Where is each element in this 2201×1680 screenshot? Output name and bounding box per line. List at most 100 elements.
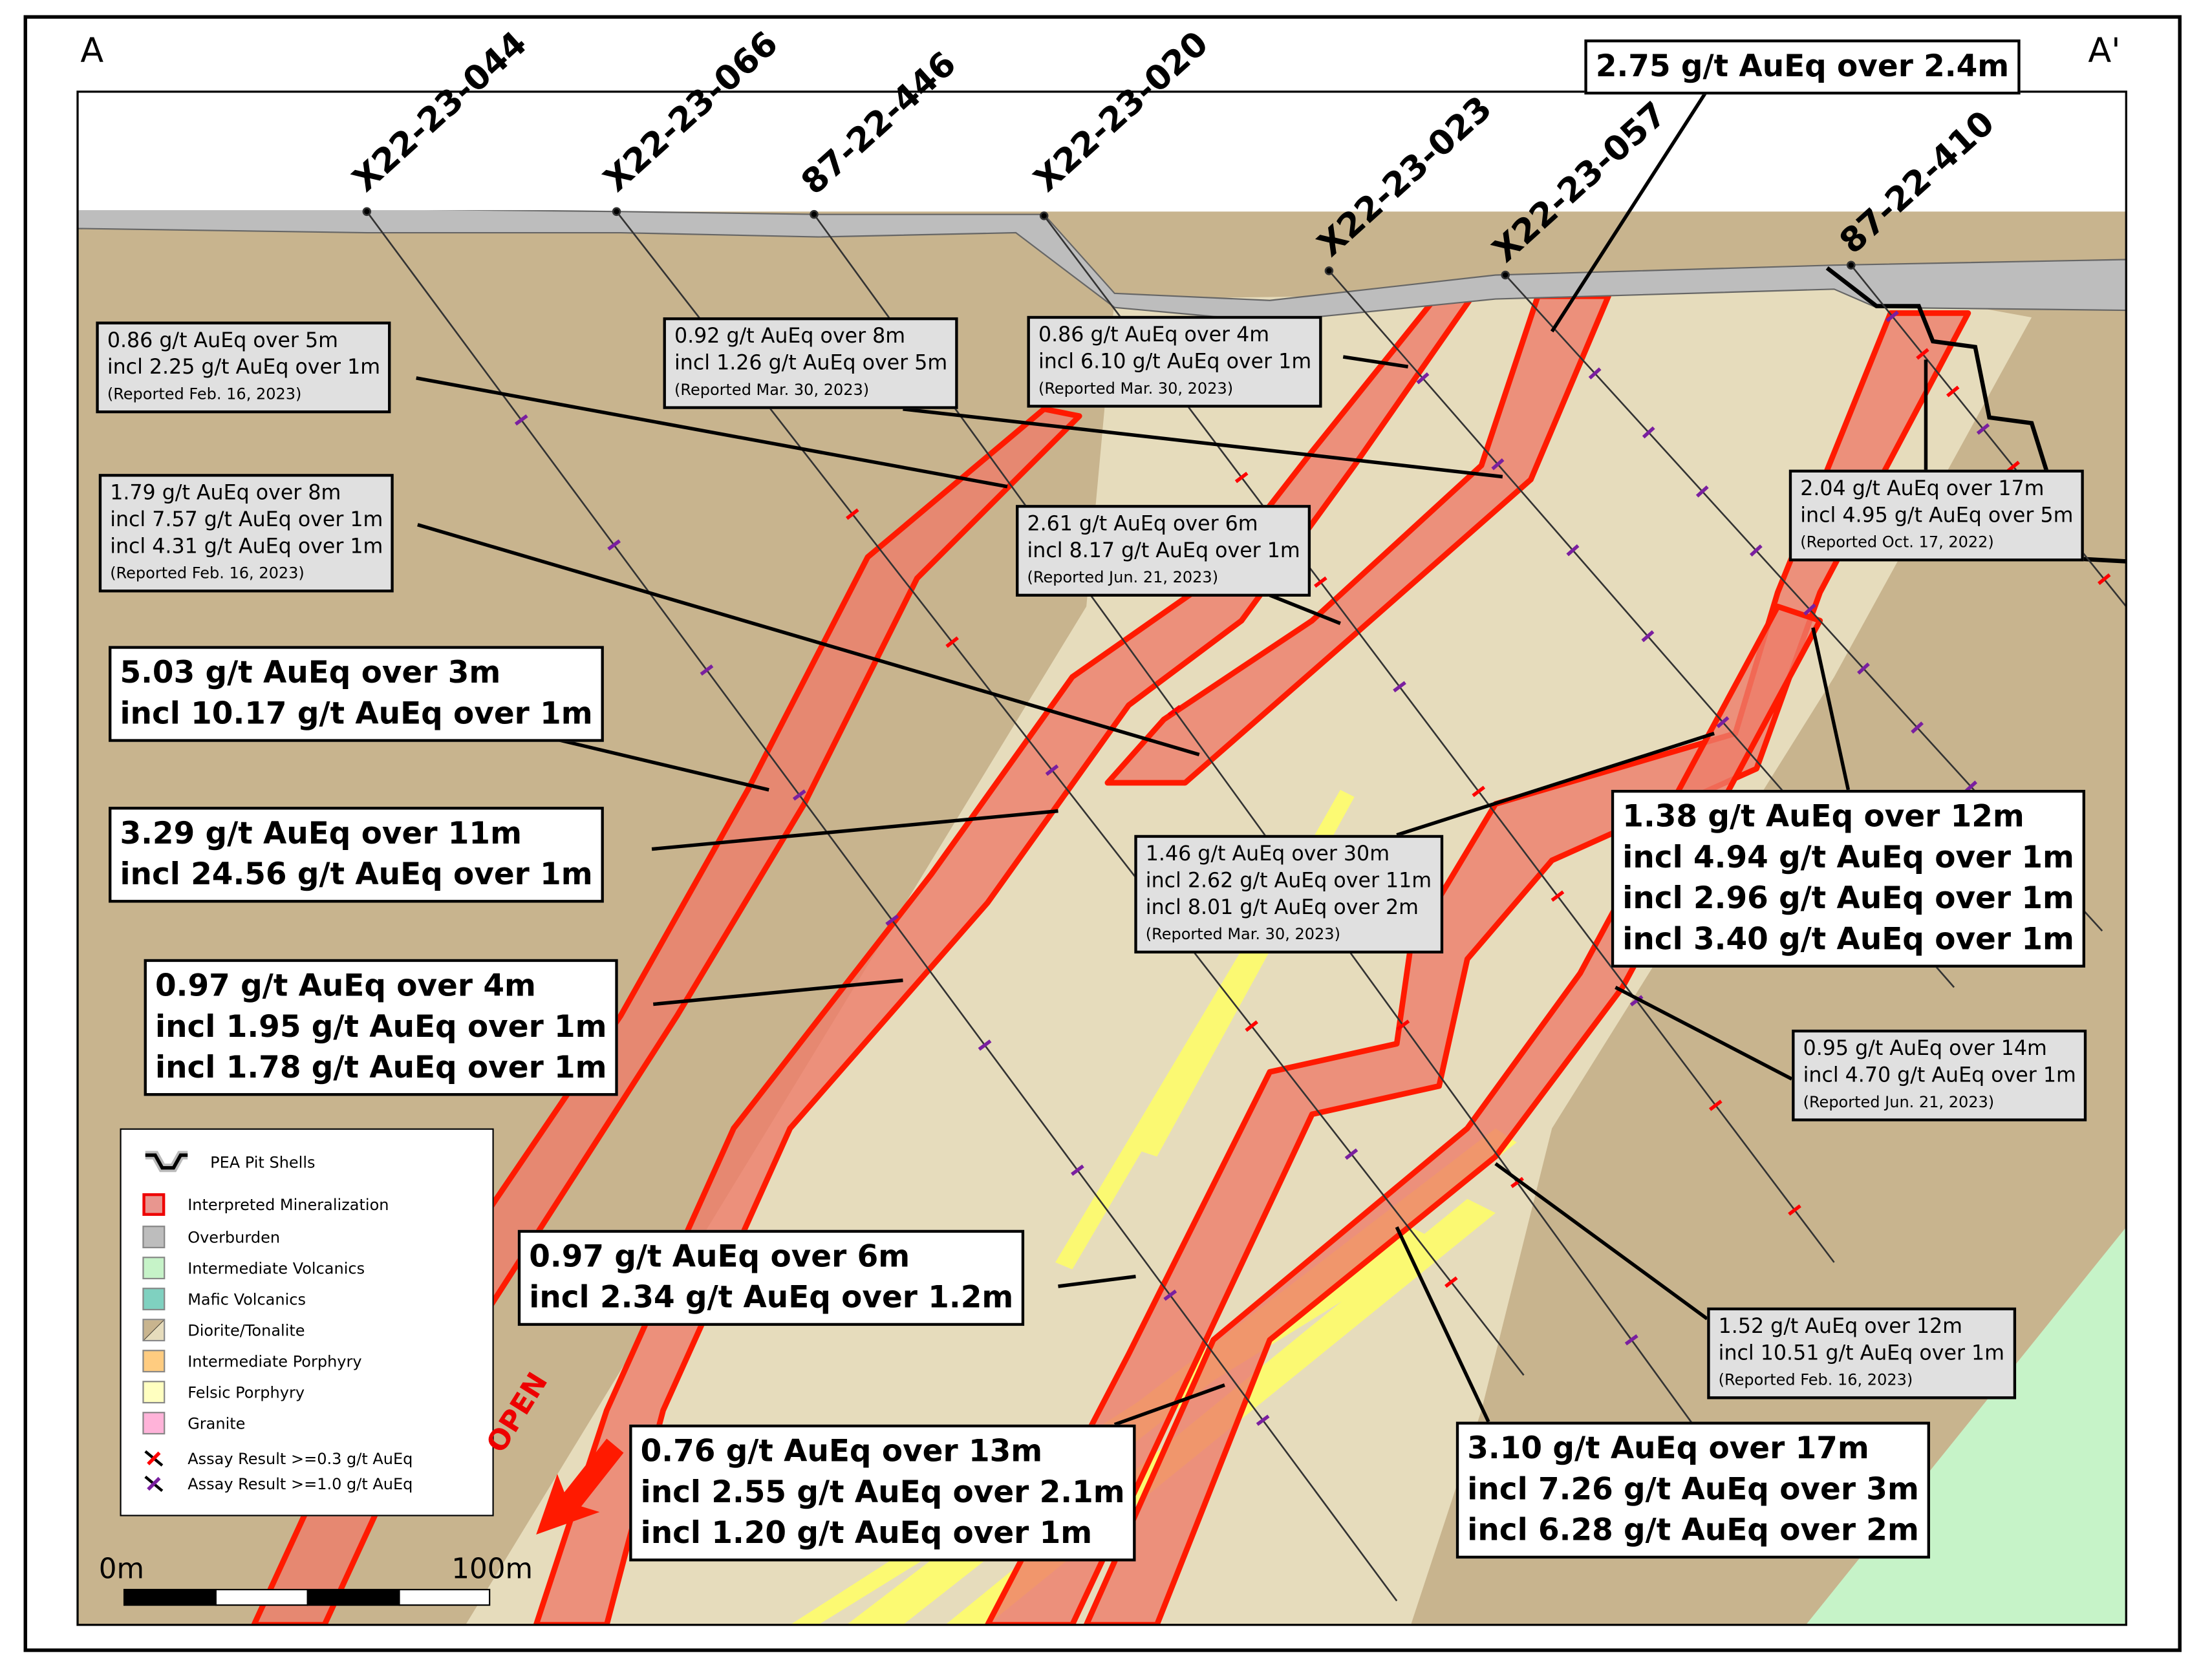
assay-callout: 1.38 g/t AuEq over 12m incl 4.94 g/t AuEq… [1611,789,2086,968]
scale-start-label: 0m [98,1551,145,1586]
legend-swatch [142,1193,166,1216]
assay-marker [2098,573,2111,585]
callout-line: 0.95 g/t AuEq over 14m [1803,1037,2047,1061]
assay-callout: 2.61 g/t AuEq over 6m incl 8.17 g/t AuEq … [1016,505,1312,597]
collar-marker [612,207,621,217]
callout-line: incl 2.25 g/t AuEq over 1m [107,357,381,379]
legend-label: Assay Result >=0.3 g/t AuEq [188,1449,413,1468]
collar-marker [810,209,819,219]
legend-label: Intermediate Porphyry [188,1352,362,1370]
drill-hole-trace [366,211,1398,1602]
assay-callout: 0.97 g/t AuEq over 6m incl 2.34 g/t AuEq … [517,1229,1025,1326]
assay-marker [978,1039,992,1051]
assay-marker [1911,721,1924,734]
callout-line: incl 6.10 g/t AuEq over 1m [1038,351,1312,374]
assay-marker [1708,1100,1723,1111]
assay-callout: 1.79 g/t AuEq over 8m incl 7.57 g/t AuEq … [98,474,394,593]
callout-line: incl 1.95 g/t AuEq over 1m [155,1010,607,1045]
legend-label: Mafic Volcanics [188,1290,306,1308]
legend-item: Assay Result >=0.3 g/t AuEq [142,1449,413,1469]
legend-label: Diorite/Tonalite [188,1321,305,1339]
assay-callout: 2.04 g/t AuEq over 17m incl 4.95 g/t AuEq… [1788,469,2085,562]
assay-marker [1234,471,1249,484]
callout-line: incl 10.51 g/t AuEq over 1m [1718,1343,2005,1366]
assay-marker-icon [144,1475,164,1493]
assay-marker [885,914,899,926]
legend-item: Diorite/Tonalite [142,1319,305,1342]
callout-line: incl 1.20 g/t AuEq over 1m [640,1516,1093,1552]
assay-marker [1566,544,1580,557]
assay-marker [700,664,714,676]
callout-line: 2.75 g/t AuEq over 2.4m [1595,49,2010,85]
reported-date: (Reported Mar. 30, 2023) [1038,379,1234,398]
callout-line: incl 4.31 g/t AuEq over 1m [110,536,383,559]
legend-label: Assay Result >=1.0 g/t AuEq [188,1474,413,1493]
assay-marker [607,539,621,551]
assay-marker [1256,1414,1270,1426]
assay-marker [1396,1019,1410,1031]
assay-marker [1071,1164,1084,1176]
legend-label: Granite [188,1414,246,1432]
assay-marker [2006,460,2021,473]
assay-marker [1444,1276,1458,1288]
reported-date: (Reported Mar. 30, 2023) [1145,925,1340,944]
callout-line: incl 10.17 g/t AuEq over 1m [120,696,593,732]
callout-line: 3.10 g/t AuEq over 17m [1467,1431,1869,1467]
legend-item: Intermediate Volcanics [142,1257,365,1280]
assay-marker [1964,780,1978,793]
callout-line: incl 4.94 g/t AuEq over 1m [1622,840,2074,877]
overburden-unit [78,207,2127,323]
assay-callout: 3.10 g/t AuEq over 17m incl 7.26 g/t AuEq… [1455,1421,1931,1559]
callout-line: incl 4.70 g/t AuEq over 1m [1803,1065,2076,1088]
assay-marker [1472,785,1486,798]
callout-line: 2.61 g/t AuEq over 6m [1027,513,1258,537]
callout-line: incl 3.40 g/t AuEq over 1m [1622,922,2074,958]
callout-line: 1.79 g/t AuEq over 8m [110,482,341,505]
legend-label: Intermediate Volcanics [188,1259,365,1277]
assay-marker [1167,705,1181,716]
assay-callout: 5.03 g/t AuEq over 3m incl 10.17 g/t AuEq… [109,646,605,742]
callout-line: 2.04 g/t AuEq over 17m [1800,478,2045,501]
scale-bar [123,1589,491,1606]
assay-marker [1857,662,1870,675]
legend: PEA Pit Shells Interpreted Mineralizatio… [120,1128,494,1516]
assay-marker [1510,1176,1524,1189]
legend-label: Felsic Porphyry [188,1383,305,1401]
assay-marker [1788,1204,1801,1216]
callout-line: 3.29 g/t AuEq over 11m [120,816,522,852]
assay-callout: 0.92 g/t AuEq over 8m incl 1.26 g/t AuEq … [663,317,959,409]
open-arrow-icon [536,1438,624,1535]
assay-marker [1916,348,1929,360]
collar-marker [1039,211,1049,220]
leader-lines [416,91,1928,1427]
assay-callout: 0.86 g/t AuEq over 5m incl 2.25 g/t AuEq … [96,321,392,414]
legend-item: Granite [142,1412,246,1435]
collar-marker [1324,266,1334,275]
assay-marker [846,508,859,520]
legend-swatch [142,1226,166,1249]
section-end-label: A' [2088,31,2121,71]
assay-marker [1624,1334,1638,1346]
section-start-label: A [80,31,104,71]
callout-line: 0.76 g/t AuEq over 13m [640,1434,1043,1470]
legend-swatch [142,1288,166,1311]
legend-swatch [142,1350,166,1373]
callout-line: incl 8.17 g/t AuEq over 1m [1027,540,1300,563]
assay-marker [1641,630,1655,643]
collar-marker [1501,270,1510,280]
map-frame [76,90,2127,1626]
assay-marker [1588,367,1602,380]
callout-line: 0.92 g/t AuEq over 8m [674,326,906,348]
legend-swatch [142,1412,166,1435]
callout-line: 5.03 g/t AuEq over 3m [120,655,501,692]
callout-line: 0.86 g/t AuEq over 5m [107,330,338,353]
assay-marker [945,636,959,648]
assay-callout: 0.76 g/t AuEq over 13m incl 2.55 g/t AuEq… [629,1424,1137,1562]
assay-marker [1629,995,1644,1006]
legend-item: Mafic Volcanics [142,1288,306,1311]
callout-line: incl 1.78 g/t AuEq over 1m [155,1050,607,1087]
assay-callout: 3.29 g/t AuEq over 11m incl 24.56 g/t AuE… [109,807,605,903]
legend-item: Overburden [142,1226,280,1249]
reported-date: (Reported Jun. 21, 2023) [1027,568,1219,587]
